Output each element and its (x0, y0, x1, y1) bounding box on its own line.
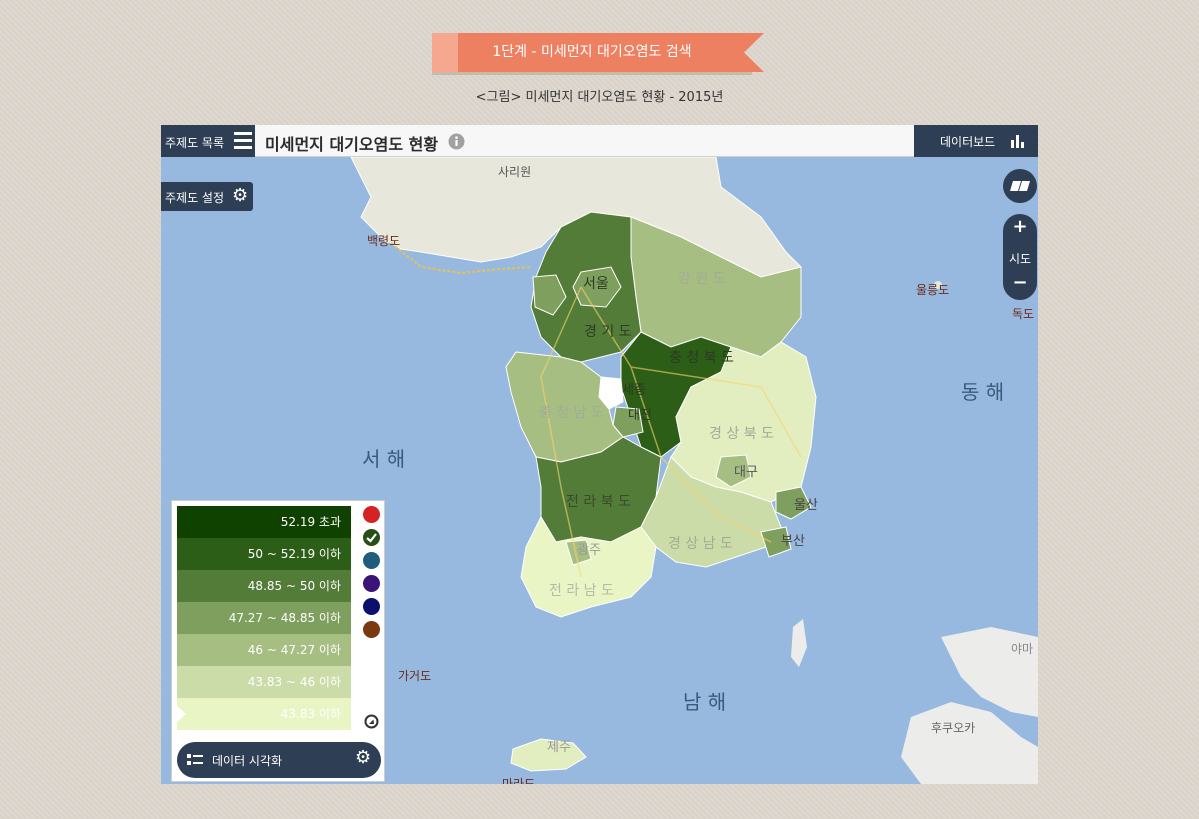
palette-red[interactable] (363, 506, 380, 523)
label-gwangju: 광주 (577, 543, 601, 558)
label-dokdo: 독도 (1012, 307, 1035, 321)
japan-honshu (941, 627, 1038, 717)
legend-panel: 52.19 초과 50 ~ 52.19 이하 48.85 ~ 50 이하 47.… (171, 500, 385, 782)
theme-list-label: 주제도 목록 (165, 136, 225, 150)
palette-teal[interactable] (363, 552, 380, 569)
label-sariwon: 사리원 (498, 165, 532, 179)
dashboard-button[interactable]: 데이터보드 (914, 125, 1038, 157)
ulleung-island (934, 281, 942, 289)
label-daejeon: 대전 (628, 408, 652, 423)
label-jeju: 제주 (547, 740, 571, 755)
label-yama: 야마 (1011, 642, 1034, 656)
ribbon-shadow (432, 72, 752, 75)
label-baengnyeong: 백령도 (367, 234, 401, 248)
legend-class-5[interactable]: 43.83 ~ 46 이하 (177, 666, 351, 698)
label-chungbuk: 충 청 북 도 (669, 350, 734, 366)
label-gageodo: 가거도 (398, 669, 432, 683)
step-title: 1단계 - 미세먼지 대기오염도 검색 (492, 44, 692, 60)
compass-icon[interactable] (364, 714, 379, 729)
legend-class-6[interactable]: 43.83 이하 (177, 698, 351, 730)
region-busan (760, 526, 792, 558)
label-chungnam: 충 청 남 도 (539, 405, 604, 421)
ribbon-accent (432, 33, 458, 72)
gear-icon: ⚙ (232, 185, 249, 206)
label-west-sea: 서 해 (362, 447, 406, 471)
data-visualize-label: 데이터 시각화 (212, 754, 283, 768)
dashboard-label: 데이터보드 (940, 135, 996, 149)
map-frame: 사리원 백령도 서울 강 원 도 경 기 도 충 청 북 도 세종 대전 충 청… (161, 125, 1038, 784)
theme-settings-label: 주제도 설정 (165, 191, 225, 205)
legend-selected-marker (177, 706, 186, 722)
region-seoul (572, 266, 622, 308)
data-visualize-button[interactable]: 데이터 시각화 ⚙ (177, 742, 381, 778)
theme-settings-button[interactable]: 주제도 설정 ⚙ (161, 182, 253, 211)
label-jeonbuk: 전 라 북 도 (566, 494, 631, 510)
label-jeonnam: 전 라 남 도 (549, 583, 614, 599)
label-ulsan: 울산 (794, 498, 818, 513)
palette-green-selected[interactable] (363, 529, 380, 546)
region-jeonnam (520, 515, 657, 618)
zoom-level-label: 시도 (1008, 252, 1032, 266)
map-title: 미세먼지 대기오염도 현황 (265, 135, 439, 154)
map-toolbar: 주제도 목록 미세먼지 대기오염도 현황 데이터보드 (161, 125, 1038, 157)
legend-class-3[interactable]: 47.27 ~ 48.85 이하 (177, 602, 351, 634)
label-daegu: 대구 (734, 465, 758, 480)
japan-kyushu (901, 702, 1038, 784)
label-seoul: 서울 (583, 276, 609, 292)
palette-navy[interactable] (363, 598, 380, 615)
legend-class-2[interactable]: 48.85 ~ 50 이하 (177, 570, 351, 602)
region-gwangju (565, 539, 592, 566)
ribbon-body (432, 33, 764, 72)
jeju-island (510, 738, 587, 772)
zoom-control: + 시도 − (1003, 214, 1037, 300)
legend-class-4[interactable]: 46 ~ 47.27 이하 (177, 634, 351, 666)
region-incheon (532, 274, 567, 316)
step-ribbon: 1단계 - 미세먼지 대기오염도 검색 (432, 33, 764, 75)
bar-chart-icon (1011, 135, 1024, 148)
theme-list-button[interactable]: 주제도 목록 (161, 125, 255, 157)
legend-class-1[interactable]: 50 ~ 52.19 이하 (177, 538, 351, 570)
label-busan: 부산 (781, 534, 805, 549)
label-gyeonggi: 경 기 도 (584, 324, 632, 340)
label-hukuoka: 후쿠오카 (931, 721, 976, 735)
check-icon (366, 533, 377, 543)
layer-toggle-button[interactable] (1003, 169, 1037, 203)
palette-brown[interactable] (363, 621, 380, 638)
label-ulleung: 울릉도 (916, 283, 950, 297)
tsushima (791, 619, 807, 667)
zoom-in-button[interactable]: + (1012, 216, 1028, 237)
legend-class-0[interactable]: 52.19 초과 (177, 506, 351, 538)
palette-purple[interactable] (363, 575, 380, 592)
label-gyeongbuk: 경 상 북 도 (709, 426, 774, 442)
label-gyeongnam: 경 상 남 도 (668, 536, 733, 552)
info-icon[interactable] (448, 133, 465, 150)
figure-caption: <그림> 미세먼지 대기오염도 현황 - 2015년 (475, 90, 724, 105)
label-gangwon: 강 원 도 (678, 271, 726, 287)
label-marado: 마라도 (502, 777, 536, 784)
label-south-sea: 남 해 (683, 690, 727, 714)
region-ulsan (775, 486, 812, 520)
boundary-line (390, 242, 532, 275)
baengnyeong-island (384, 235, 392, 243)
menu-icon (234, 132, 252, 149)
settings-gear-icon: ⚙ (355, 747, 372, 768)
region-daegu (715, 454, 752, 488)
roads (540, 286, 802, 578)
label-east-sea: 동 해 (961, 380, 1005, 404)
region-daejeon (612, 406, 644, 438)
layers-icon (1010, 181, 1030, 191)
list-icon (187, 754, 203, 765)
label-sejong: 세종 (622, 383, 646, 398)
zoom-out-button[interactable]: − (1012, 272, 1028, 293)
